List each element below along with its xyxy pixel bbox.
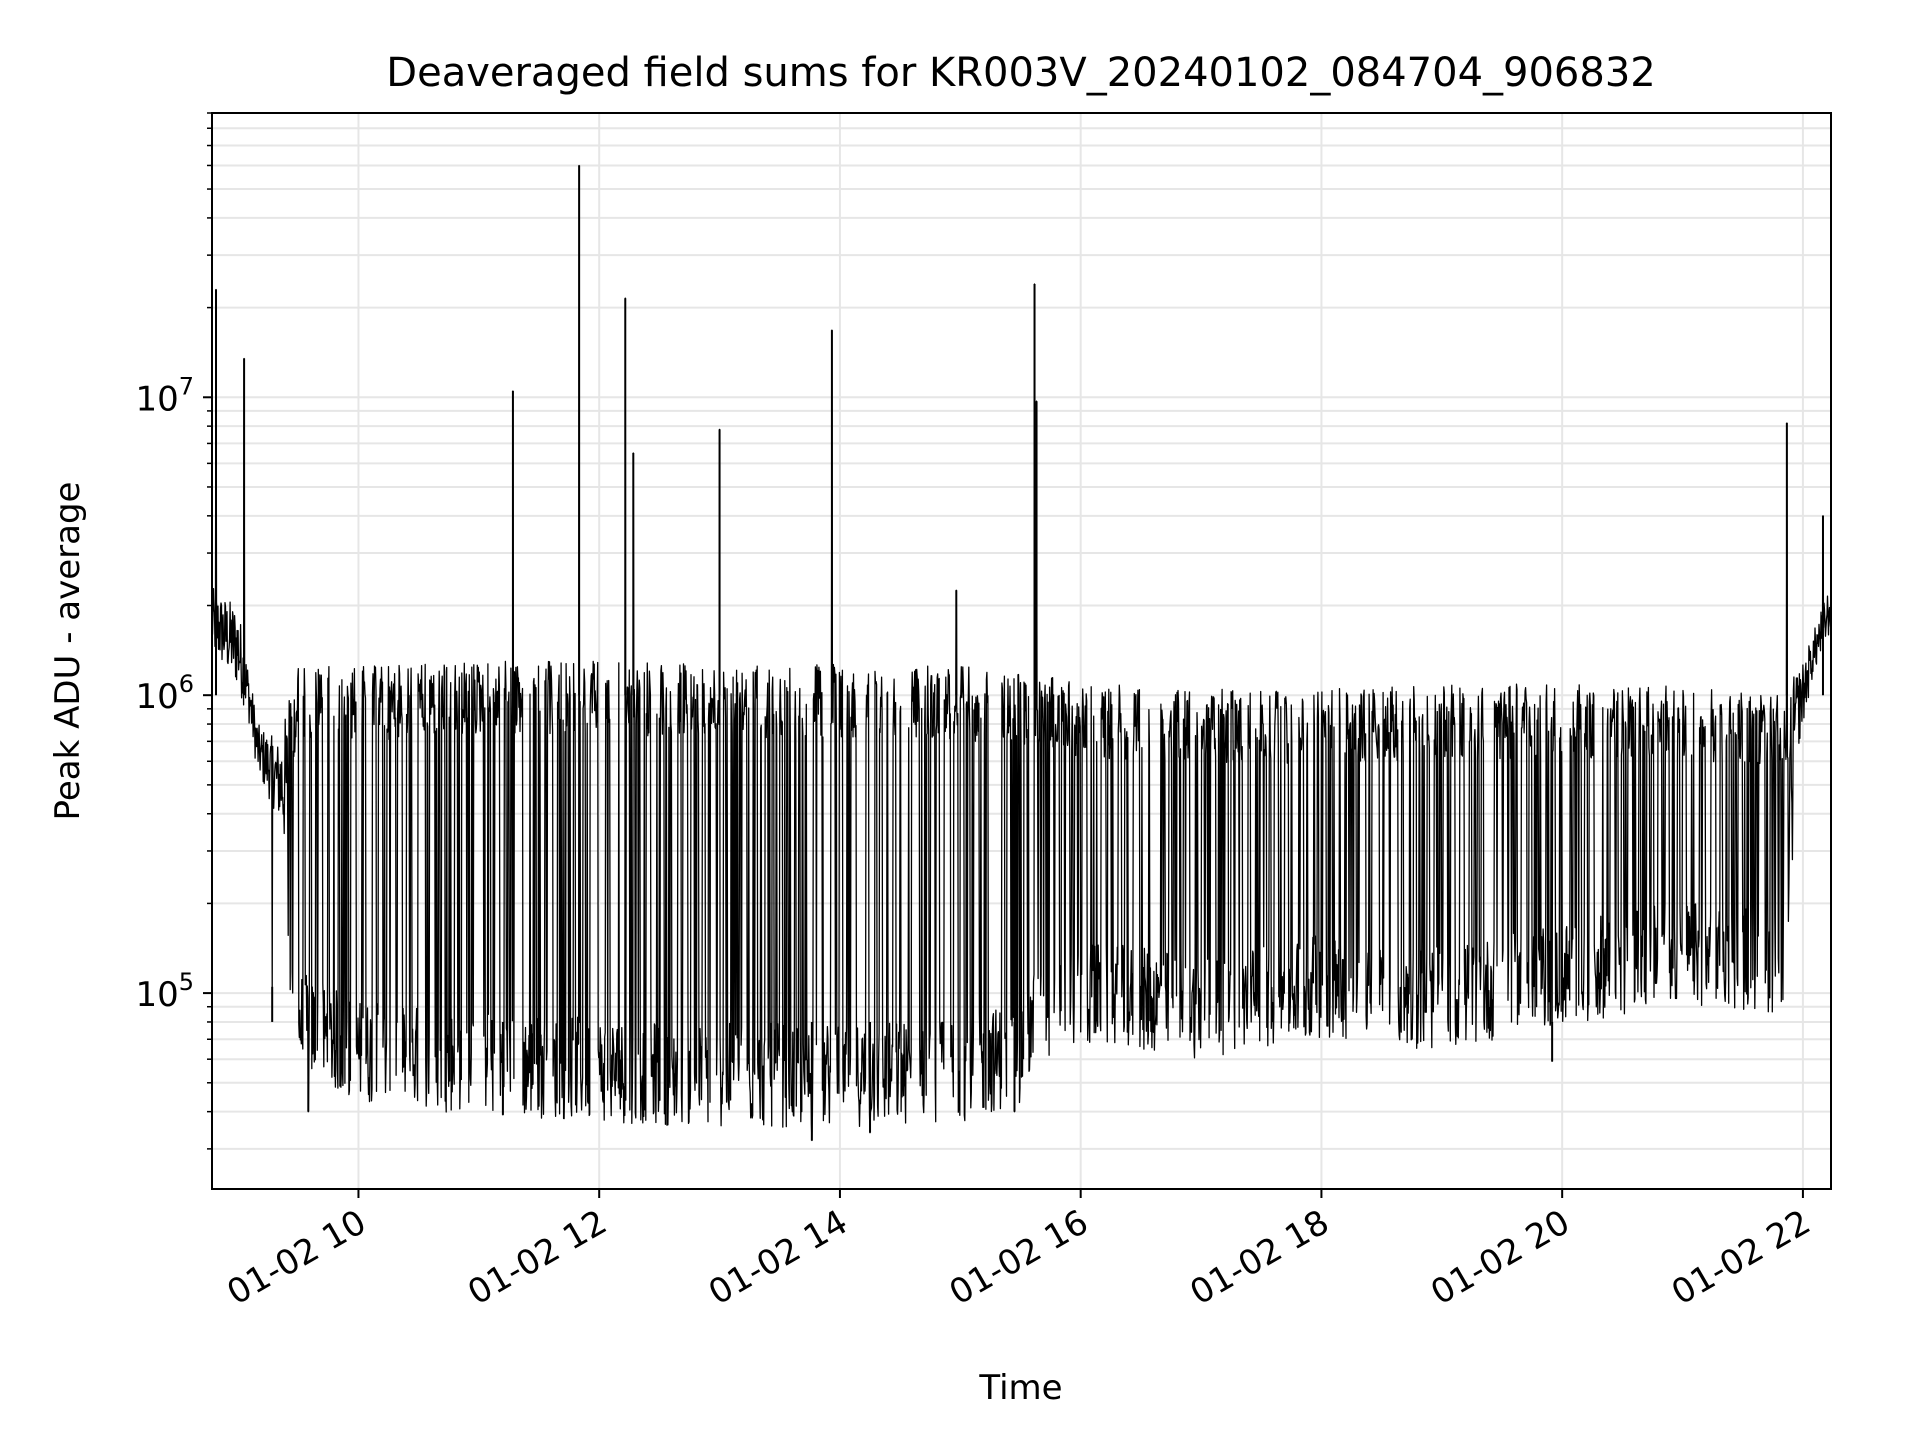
chart-title: Deaveraged field sums for KR003V_2024010… — [386, 50, 1655, 96]
series-path — [212, 164, 1831, 1142]
y-tick-exponent: 6 — [179, 670, 194, 698]
x-axis-label: Time — [978, 1368, 1062, 1408]
y-tick-exponent: 5 — [179, 968, 194, 996]
y-tick-base: 10 — [135, 975, 178, 1015]
y-tick-label: 105 — [135, 968, 194, 1015]
y-tick-base: 10 — [135, 677, 178, 717]
y-tick-label: 107 — [135, 372, 194, 419]
plot-frame — [211, 112, 1832, 1190]
series-line — [212, 164, 1831, 1142]
y-axis-label: Peak ADU - average — [48, 482, 88, 821]
y-tick-exponent: 7 — [179, 372, 194, 400]
y-tick-base: 10 — [135, 379, 178, 419]
y-tick-label: 106 — [135, 670, 194, 717]
